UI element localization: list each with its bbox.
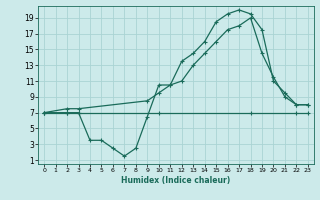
X-axis label: Humidex (Indice chaleur): Humidex (Indice chaleur) xyxy=(121,176,231,185)
